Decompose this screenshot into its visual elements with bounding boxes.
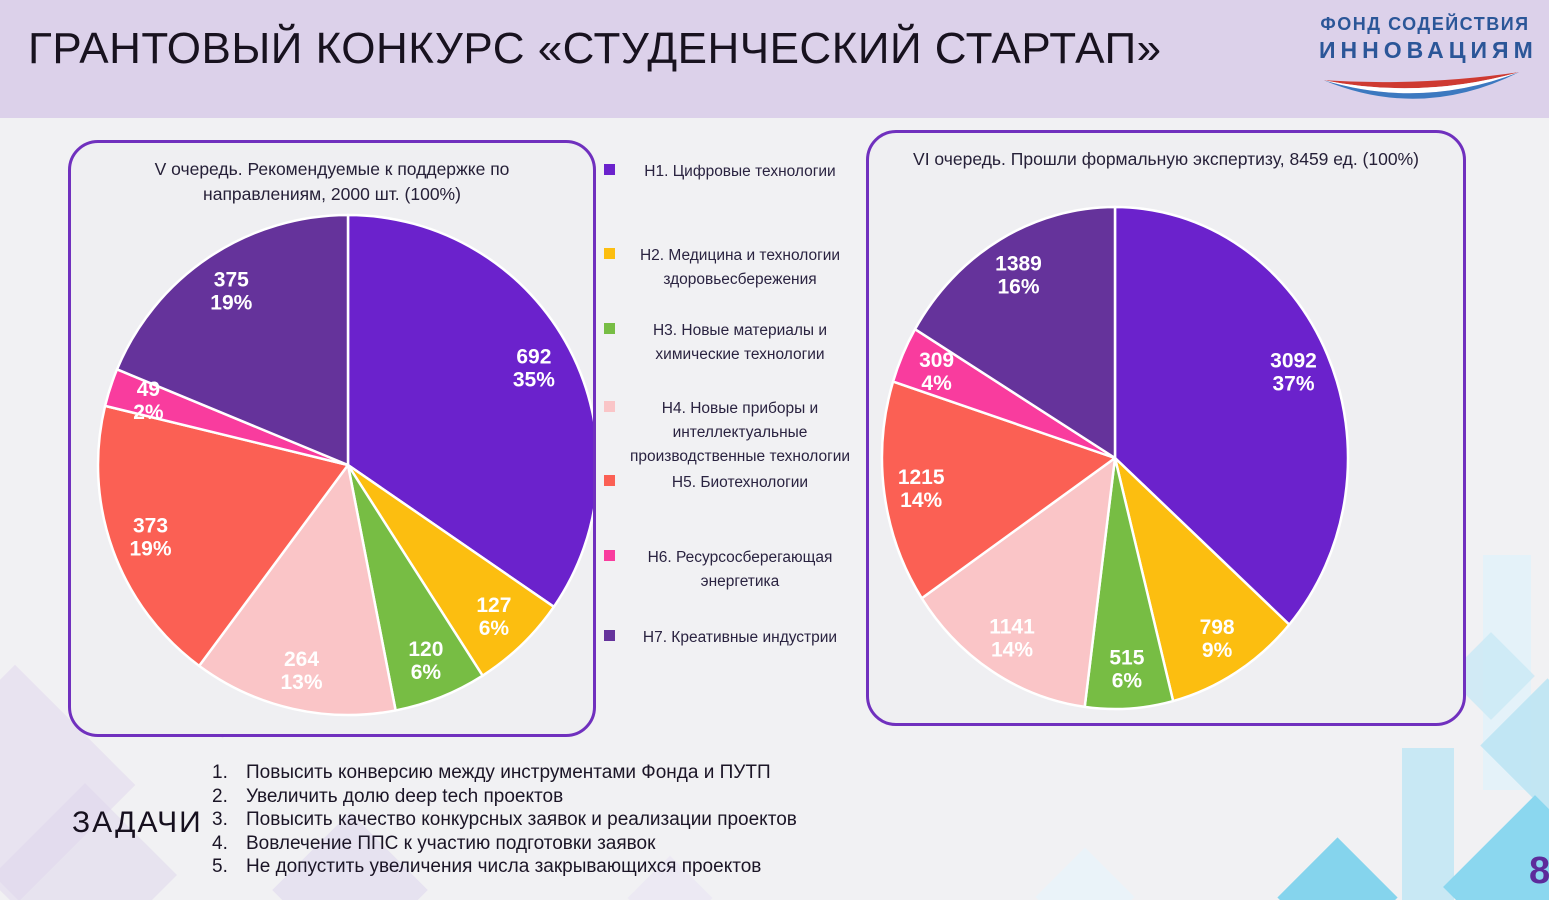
chart-title-left: V очередь. Рекомендуемые к поддержке по …	[154, 159, 510, 204]
legend-swatch-icon	[604, 164, 615, 175]
legend-swatch-icon	[604, 550, 615, 561]
legend-swatch-icon	[604, 475, 615, 486]
bg-shape	[1480, 678, 1549, 813]
task-number: 5.	[212, 856, 228, 878]
task-item-1: 1. Повысить конверсию между инструментами…	[212, 761, 797, 785]
task-number: 3.	[212, 809, 228, 831]
legend-swatch-icon	[604, 401, 615, 412]
legend-item-4: Н4. Новые приборы и интеллектуальные про…	[604, 397, 856, 469]
fund-logo: ФОНД СОДЕЙСТВИЯ ИННОВАЦИЯМ	[1319, 14, 1538, 123]
pie-slice-5	[96, 404, 350, 668]
task-text: Увеличить долю deep tech проектов	[246, 785, 564, 807]
pie-slice-1	[1113, 205, 1350, 626]
chart-card-v-round: V очередь. Рекомендуемые к поддержке по …	[68, 140, 596, 737]
bg-shape	[1483, 555, 1531, 790]
chart-title-right: VI очередь. Прошли формальную экспертизу…	[913, 149, 1419, 169]
legend-label: Н5. Биотехнологии	[671, 474, 809, 491]
pie-slice-1	[346, 213, 593, 609]
pie-slice-7	[913, 205, 1117, 460]
slice-label-3: 515 6%	[1109, 646, 1144, 692]
slice-label-1: 692 35%	[513, 345, 555, 391]
page-number: 8	[1529, 850, 1549, 892]
slice-label-2: 798 9%	[1200, 616, 1235, 662]
pie-slice-4	[197, 463, 397, 717]
task-text: Не допустить увеличения числа закрывающи…	[246, 856, 762, 878]
slide-title: ГРАНТОВЫЙ КОНКУРС «СТУДЕНЧЕСКИЙ СТАРТАП»	[28, 24, 1162, 73]
chart-card-vi-round: VI очередь. Прошли формальную экспертизу…	[866, 130, 1466, 726]
pie-slice-4	[920, 456, 1117, 709]
slice-label-3: 120 6%	[408, 638, 443, 684]
chart-legend: Н1. Цифровые технологии Н2. Медицина и те…	[604, 160, 856, 660]
pie-chart-left: 692 35% 127 6% 120 6% 264 13% 373 19% 49 2% 375 19%	[96, 213, 593, 717]
legend-label: Н6. Ресурсосберегающая энергетика	[647, 549, 833, 591]
slice-label-1: 3092 37%	[1270, 350, 1317, 396]
legend-item-2: Н2. Медицина и технологии здоровьесбереж…	[604, 244, 856, 292]
legend-label: Н1. Цифровые технологии	[644, 163, 836, 180]
pie-slice-7	[115, 213, 350, 467]
logo-text-line1: ФОНД СОДЕЙСТВИЯ	[1320, 14, 1530, 34]
legend-item-1: Н1. Цифровые технологии	[604, 160, 856, 184]
slice-label-7: 375 19%	[210, 268, 252, 314]
bg-shape	[0, 783, 177, 900]
slice-label-7: 1389 16%	[995, 253, 1042, 299]
legend-label: Н7. Креативные индустрии	[642, 629, 838, 646]
logo-text-line2: ИННОВАЦИЯМ	[1319, 37, 1538, 63]
legend-item-3: Н3. Новые материалы и химические техноло…	[604, 319, 856, 367]
slice-label-4: 1141 14%	[989, 615, 1035, 661]
bg-shape	[1035, 847, 1135, 900]
slice-label-5: 1215 14%	[898, 466, 945, 512]
pie-slice-5	[880, 380, 1117, 600]
task-text: Повысить конверсию между инструментами Ф…	[246, 762, 771, 783]
pie-slice-2	[1113, 456, 1291, 703]
logo-swoosh-icon	[1323, 72, 1520, 99]
task-number: 2.	[212, 785, 228, 807]
slice-label-5: 373 19%	[129, 514, 171, 560]
legend-item-5: Н5. Биотехнологии	[604, 471, 856, 495]
task-number: 1.	[212, 762, 228, 783]
legend-item-7: Н7. Креативные индустрии	[604, 626, 856, 650]
task-item-5: 5. Не допустить увеличения числа закрываю…	[212, 855, 797, 879]
task-number: 4.	[212, 832, 228, 854]
legend-label: Н3. Новые материалы и химические техноло…	[652, 322, 828, 364]
legend-swatch-icon	[604, 630, 615, 641]
legend-swatch-icon	[604, 323, 615, 334]
slice-label-6: 309 4%	[919, 349, 954, 395]
bg-shape	[1402, 748, 1454, 900]
task-item-3: 3. Повысить качество конкурсных заявок и …	[212, 808, 797, 832]
task-item-2: 2. Увеличить долю deep tech проектов	[212, 785, 797, 809]
bg-shape	[1277, 837, 1398, 900]
task-text: Вовлечение ППС к участию подготовки заяв…	[246, 832, 656, 854]
legend-label: Н2. Медицина и технологии здоровьесбереж…	[639, 247, 841, 289]
task-text: Повысить качество конкурсных заявок и ре…	[246, 809, 797, 831]
legend-item-6: Н6. Ресурсосберегающая энергетика	[604, 546, 856, 594]
header-band	[0, 0, 1549, 118]
legend-label: Н4. Новые приборы и интеллектуальные про…	[629, 400, 851, 466]
legend-swatch-icon	[604, 248, 615, 259]
tasks-heading: ЗАДАЧИ	[72, 806, 203, 839]
slice-label-4: 264 13%	[280, 648, 322, 694]
slice-label-2: 127 6%	[476, 594, 511, 640]
task-item-4: 4. Вовлечение ППС к участию подготовки за…	[212, 832, 797, 856]
pie-chart-right: 3092 37% 798 9% 515 6% 1141 14% 1215 14% 309 4% 1389…	[880, 205, 1350, 711]
slice-label-6: 49 2%	[133, 378, 164, 424]
tasks-list: 1. Повысить конверсию между инструментами…	[212, 761, 797, 879]
